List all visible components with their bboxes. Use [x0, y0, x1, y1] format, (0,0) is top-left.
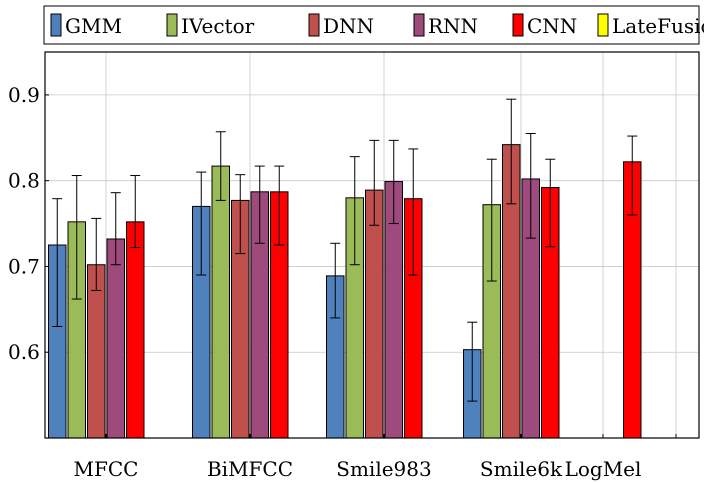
error-bars: [52, 98, 638, 402]
legend-label: IVector: [181, 14, 255, 38]
bar-cnn: [126, 221, 145, 439]
plot-frame: [44, 51, 700, 439]
legend-box: [43, 5, 700, 45]
grid-lines: [45, 52, 699, 438]
bar-group: [48, 144, 642, 439]
bar-rnn: [106, 238, 125, 439]
bar-dnn: [365, 189, 384, 439]
legend-label: GMM: [65, 14, 122, 38]
legend-swatch: [166, 13, 178, 37]
legend-swatch: [308, 13, 320, 37]
legend-swatch: [50, 13, 62, 37]
y-tick-label: 0.8: [8, 169, 40, 193]
legend-label: RNN: [428, 14, 478, 38]
bar-ivector: [211, 165, 230, 439]
x-tick-label: LogMel: [565, 457, 642, 481]
x-axis: MFCC BiMFCC Smile983 Smile6k LogMel: [74, 434, 677, 481]
x-tick-label: BiMFCC: [207, 457, 293, 481]
y-tick-label: 0.7: [8, 254, 40, 278]
legend-swatch: [597, 13, 609, 37]
y-tick-label: 0.9: [8, 83, 40, 107]
legend-label: LateFusion: [612, 14, 704, 38]
legend-label: CNN: [527, 14, 577, 38]
legend-swatch: [413, 13, 425, 37]
legend-label: DNN: [323, 14, 374, 38]
legend: GMM IVector DNN RNN CNN LateFusion: [43, 5, 704, 45]
x-tick-label: Smile983: [336, 457, 431, 481]
x-tick-label: Smile6k: [480, 457, 563, 481]
y-tick-label: 0.6: [8, 340, 40, 364]
x-tick-label: MFCC: [74, 457, 139, 481]
y-axis: 0.6 0.7 0.8 0.9: [8, 83, 49, 364]
legend-swatch: [512, 13, 524, 37]
